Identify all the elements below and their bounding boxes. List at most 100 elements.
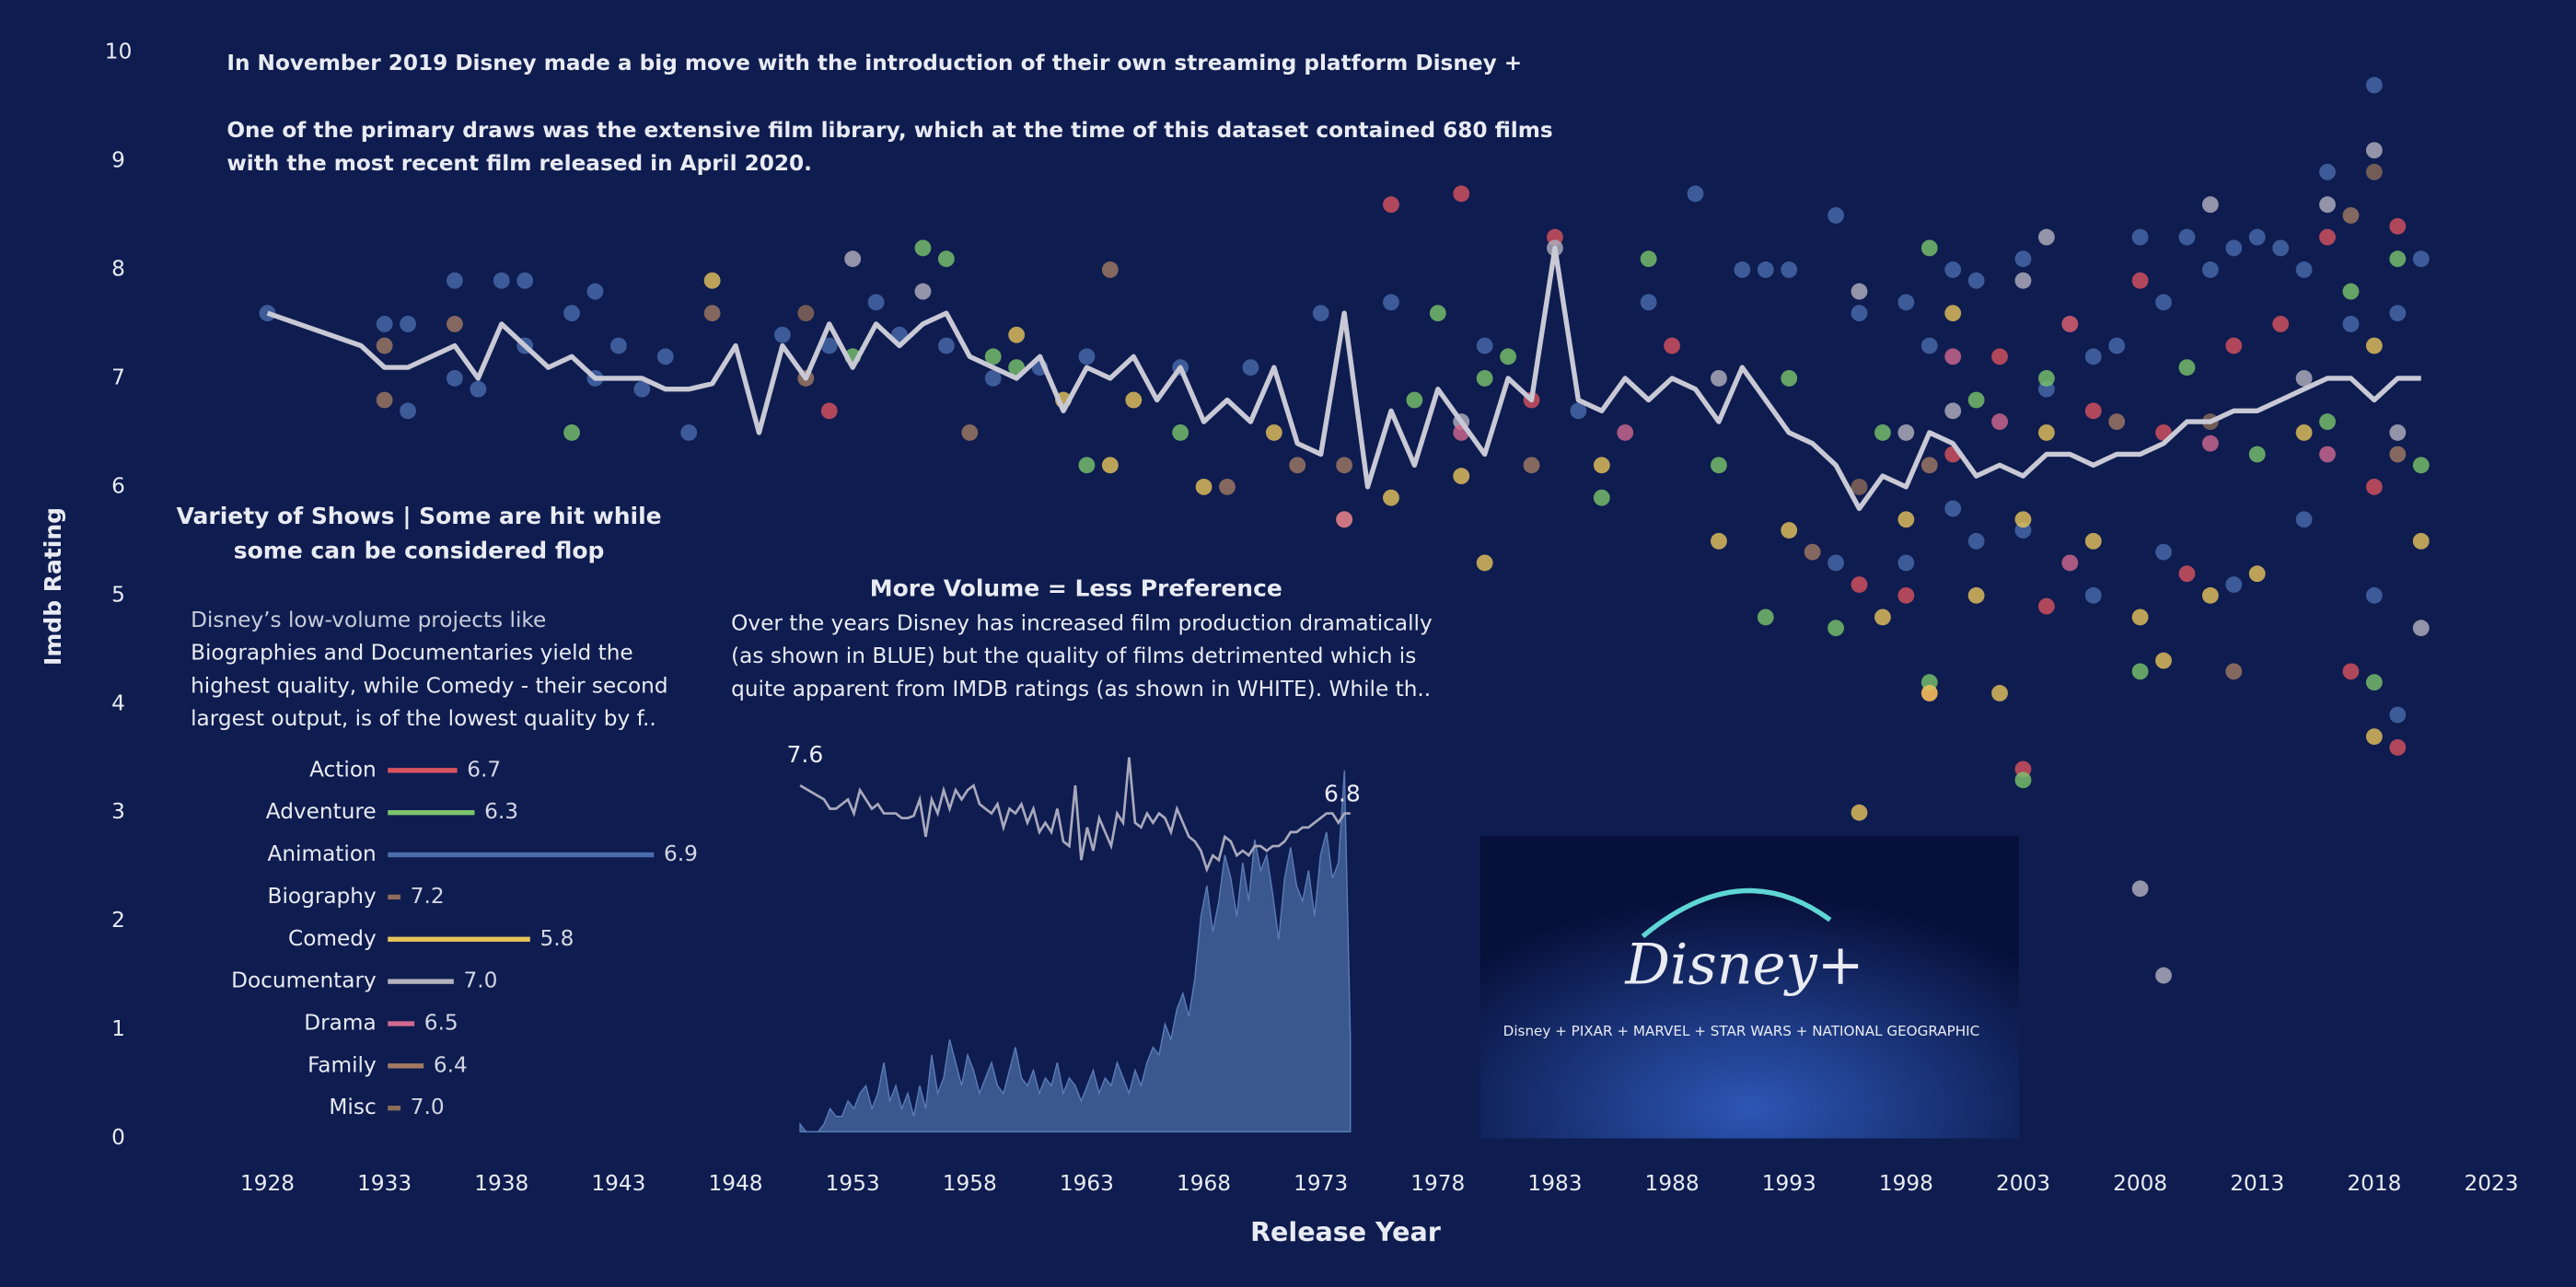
point <box>376 316 393 332</box>
point <box>937 337 955 354</box>
x-tick-label: 1993 <box>1762 1171 1816 1196</box>
point <box>470 380 487 398</box>
point <box>1851 804 1868 821</box>
end-label: 6.8 <box>1324 781 1361 807</box>
point <box>2108 413 2126 431</box>
category-label: Misc <box>329 1095 376 1119</box>
annotation: with the most recent film released in Ap… <box>226 151 812 176</box>
point <box>2365 76 2383 94</box>
point <box>446 316 463 332</box>
point <box>1967 391 1985 409</box>
point <box>2342 316 2360 332</box>
point <box>563 423 580 441</box>
point <box>2365 728 2383 746</box>
point <box>2084 586 2102 604</box>
panel-title: More Volume = Less Preference <box>870 575 1282 602</box>
point <box>2014 272 2032 289</box>
point <box>2412 457 2430 474</box>
x-tick-label: 2008 <box>2113 1171 2167 1196</box>
point <box>1453 185 1470 203</box>
point <box>1289 457 1306 474</box>
x-tick-label: 1968 <box>1177 1171 1231 1196</box>
point <box>867 294 885 311</box>
point <box>2389 446 2407 463</box>
point <box>2037 228 2055 246</box>
point <box>1008 326 1026 343</box>
point <box>2155 543 2172 561</box>
x-axis-title: Release Year <box>1250 1217 1441 1247</box>
x-tick-label: 1963 <box>1060 1171 1114 1196</box>
point <box>516 272 534 289</box>
point <box>376 391 393 409</box>
point <box>1078 348 1096 365</box>
point <box>2389 305 2407 322</box>
volume-area <box>799 770 1352 1133</box>
point <box>1265 423 1282 441</box>
x-tick-label: 1948 <box>709 1171 763 1196</box>
bar <box>388 979 454 984</box>
point <box>1500 348 1517 365</box>
y-tick-label: 1 <box>111 1016 125 1041</box>
point <box>2319 446 2336 463</box>
point <box>797 305 815 322</box>
point <box>914 239 932 257</box>
point <box>1781 370 1798 387</box>
x-tick-label: 1943 <box>591 1171 645 1196</box>
panel-title: Variety of Shows | Some are hit while <box>177 503 662 529</box>
point <box>400 316 416 332</box>
logo-background <box>1479 836 2020 1139</box>
point <box>937 250 955 268</box>
point <box>656 348 674 365</box>
point <box>844 250 862 268</box>
point <box>984 370 1002 387</box>
point <box>2342 283 2360 300</box>
volume-chart: More Volume = Less Preference Over the y… <box>731 575 1433 1133</box>
point <box>2365 142 2383 159</box>
point <box>2225 663 2243 680</box>
point <box>2084 532 2102 550</box>
point <box>1687 185 1704 203</box>
average-line <box>266 245 2421 512</box>
point <box>1219 478 1236 495</box>
y-tick-label: 3 <box>111 799 125 824</box>
y-tick-label: 6 <box>111 473 125 498</box>
bar <box>388 936 530 942</box>
point <box>2248 565 2266 583</box>
x-tick-label: 1953 <box>826 1171 880 1196</box>
x-tick-label: 1998 <box>1879 1171 1933 1196</box>
point <box>2037 423 2055 441</box>
point <box>703 272 721 289</box>
point <box>1781 261 1798 278</box>
point <box>1967 272 1985 289</box>
annotation: In November 2019 Disney made a big move … <box>226 51 1522 75</box>
category-label: Family <box>307 1052 377 1077</box>
point <box>1944 305 1962 322</box>
point <box>2178 359 2196 377</box>
point <box>2319 413 2336 431</box>
rating-label: 6.3 <box>484 799 518 824</box>
point <box>2037 597 2055 615</box>
description: largest output, is of the lowest quality… <box>191 706 656 731</box>
point <box>1664 337 1681 354</box>
logo-brands: Disney + PIXAR + MARVEL + STAR WARS + NA… <box>1503 1023 1980 1039</box>
point <box>2248 446 2266 463</box>
x-tick-label: 1978 <box>1410 1171 1465 1196</box>
point <box>400 402 416 420</box>
category-label: Biography <box>268 884 377 909</box>
point <box>1336 511 1353 528</box>
point <box>2342 207 2360 224</box>
point <box>633 380 651 398</box>
y-tick-label: 9 <box>111 148 125 173</box>
point <box>2131 272 2149 289</box>
point <box>1593 489 1610 506</box>
bar <box>388 1063 424 1069</box>
point <box>2061 316 2079 332</box>
start-label: 7.6 <box>787 741 824 768</box>
point <box>446 370 463 387</box>
point <box>1640 250 1657 268</box>
point <box>1640 294 1657 311</box>
rating-label: 7.0 <box>464 968 498 993</box>
point <box>586 283 604 300</box>
